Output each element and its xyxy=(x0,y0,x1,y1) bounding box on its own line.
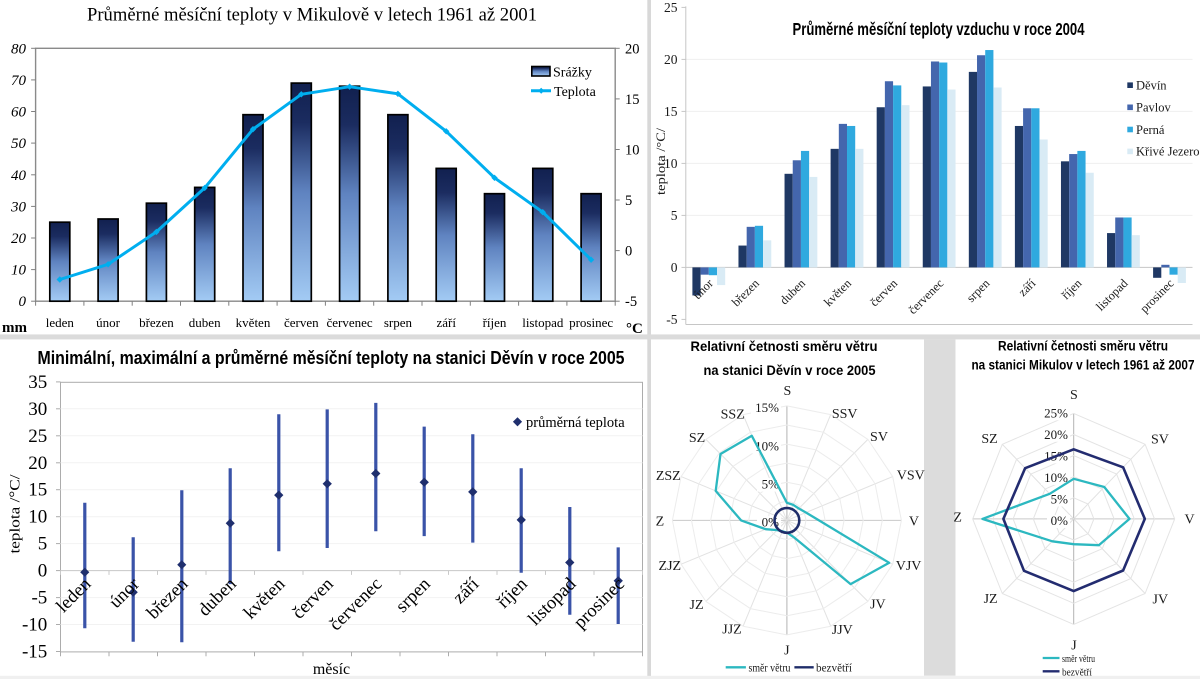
svg-text:Minimální, maximální a průměrn: Minimální, maximální a průměrné měsíční … xyxy=(38,348,625,368)
svg-text:50: 50 xyxy=(11,136,27,152)
svg-text:bezvětří: bezvětří xyxy=(816,662,853,674)
svg-text:-5: -5 xyxy=(625,294,637,310)
svg-text:Relativní četnosti směru větru: Relativní četnosti směru větru xyxy=(691,338,878,354)
svg-text:10%: 10% xyxy=(1044,470,1068,485)
svg-text:25: 25 xyxy=(28,426,47,447)
svg-text:0: 0 xyxy=(625,244,632,260)
svg-text:-15: -15 xyxy=(22,642,47,663)
svg-text:na stanici Mikulov v letech 19: na stanici Mikulov v letech 1961 až 2007 xyxy=(972,358,1195,373)
svg-text:měsíc: měsíc xyxy=(313,661,350,678)
svg-text:S: S xyxy=(784,384,792,399)
svg-text:SV: SV xyxy=(870,430,888,445)
svg-text:80: 80 xyxy=(11,41,27,57)
svg-text:15: 15 xyxy=(28,480,47,501)
svg-text:0%: 0% xyxy=(1051,513,1069,528)
svg-text:průměrná teplota: průměrná teplota xyxy=(526,415,625,431)
svg-text:-5: -5 xyxy=(666,312,677,327)
svg-text:-10: -10 xyxy=(22,615,47,636)
svg-text:směr větru: směr větru xyxy=(749,662,791,674)
svg-text:30: 30 xyxy=(10,199,27,215)
svg-text:Teplota: Teplota xyxy=(554,85,597,100)
svg-text:Průměrné měsíční teploty vzduc: Průměrné měsíční teploty vzduchu v roce … xyxy=(793,19,1085,39)
svg-text:20: 20 xyxy=(11,231,27,247)
svg-text:Z: Z xyxy=(656,515,665,530)
svg-text:20: 20 xyxy=(625,41,640,57)
svg-text:Relativní četnosti směru větru: Relativní četnosti směru větru xyxy=(998,339,1168,354)
svg-text:květen: květen xyxy=(236,315,271,330)
svg-text:5: 5 xyxy=(38,534,48,555)
svg-text:SZ: SZ xyxy=(689,431,705,446)
svg-text:15%: 15% xyxy=(755,400,779,415)
svg-text:duben: duben xyxy=(189,315,221,330)
svg-text:25: 25 xyxy=(664,0,678,15)
svg-text:JZ: JZ xyxy=(984,592,998,607)
svg-text:směr větru: směr větru xyxy=(1062,653,1095,665)
svg-text:15: 15 xyxy=(625,92,640,108)
svg-text:5: 5 xyxy=(671,208,678,223)
svg-text:5%: 5% xyxy=(1051,492,1069,507)
svg-text:SSV: SSV xyxy=(832,407,858,422)
svg-text:Srážky: Srážky xyxy=(553,66,592,81)
svg-text:J: J xyxy=(1071,639,1077,654)
svg-text:SZ: SZ xyxy=(981,432,997,447)
svg-text:srpen: srpen xyxy=(384,315,413,330)
svg-text:25%: 25% xyxy=(1044,405,1068,420)
svg-text:60: 60 xyxy=(11,105,27,121)
svg-text:10: 10 xyxy=(664,156,678,171)
svg-text:10: 10 xyxy=(28,507,47,528)
svg-text:-5: -5 xyxy=(31,588,47,609)
svg-text:10: 10 xyxy=(11,263,27,279)
svg-text:JV: JV xyxy=(1153,592,1169,607)
svg-text:20%: 20% xyxy=(1044,427,1068,442)
svg-text:0: 0 xyxy=(38,561,48,582)
svg-text:Z: Z xyxy=(953,511,962,526)
svg-text:červenec: červenec xyxy=(327,315,373,330)
svg-text:0: 0 xyxy=(19,294,27,310)
svg-text:SV: SV xyxy=(1151,433,1169,448)
svg-text:V: V xyxy=(909,514,919,529)
svg-text:VSV: VSV xyxy=(897,469,925,484)
svg-text:JJV: JJV xyxy=(832,623,853,638)
svg-text:listopad: listopad xyxy=(522,315,564,330)
svg-text:červen: červen xyxy=(284,315,319,330)
svg-text:říjen: říjen xyxy=(483,315,507,330)
svg-text:JV: JV xyxy=(870,598,886,613)
svg-text:Pavlov: Pavlov xyxy=(1136,101,1171,115)
svg-text:Děvín: Děvín xyxy=(1136,79,1167,93)
svg-text:Křivé Jezero: Křivé Jezero xyxy=(1136,145,1200,159)
svg-text:září: září xyxy=(436,315,456,330)
svg-text:V: V xyxy=(1184,512,1194,527)
svg-text:mm: mm xyxy=(2,320,27,336)
svg-text:bezvětří: bezvětří xyxy=(1062,666,1092,678)
svg-text:ZSZ: ZSZ xyxy=(656,469,681,484)
svg-text:15: 15 xyxy=(664,104,678,119)
svg-text:ZJZ: ZJZ xyxy=(659,559,682,574)
svg-text:SSZ: SSZ xyxy=(721,407,745,422)
svg-text:70: 70 xyxy=(11,73,27,89)
svg-text:Perná: Perná xyxy=(1136,123,1165,137)
svg-text:°C: °C xyxy=(626,321,643,337)
svg-text:35: 35 xyxy=(28,372,47,393)
svg-text:teplota /°C/: teplota /°C/ xyxy=(654,127,668,195)
svg-text:Průměrné měsíční teploty v Mik: Průměrné měsíční teploty v Mikulově v le… xyxy=(87,5,537,26)
svg-text:10: 10 xyxy=(625,143,640,159)
svg-text:únor: únor xyxy=(96,315,121,330)
svg-text:20: 20 xyxy=(28,453,47,474)
svg-text:leden: leden xyxy=(46,315,75,330)
svg-text:na stanici Děvín v roce 2005: na stanici Děvín v roce 2005 xyxy=(704,362,876,378)
svg-text:5: 5 xyxy=(625,193,632,209)
svg-text:20: 20 xyxy=(664,52,678,67)
svg-text:teplota /°C/: teplota /°C/ xyxy=(8,473,24,553)
svg-text:březen: březen xyxy=(139,315,174,330)
svg-text:0: 0 xyxy=(671,260,678,275)
svg-text:JJZ: JJZ xyxy=(722,623,741,638)
svg-text:S: S xyxy=(1070,388,1078,403)
svg-text:VJV: VJV xyxy=(896,559,922,574)
svg-text:JZ: JZ xyxy=(690,598,704,613)
svg-text:30: 30 xyxy=(28,399,47,420)
svg-text:J: J xyxy=(784,644,790,659)
svg-text:40: 40 xyxy=(11,168,27,184)
svg-text:prosinec: prosinec xyxy=(569,315,613,330)
svg-text:10%: 10% xyxy=(755,438,779,453)
